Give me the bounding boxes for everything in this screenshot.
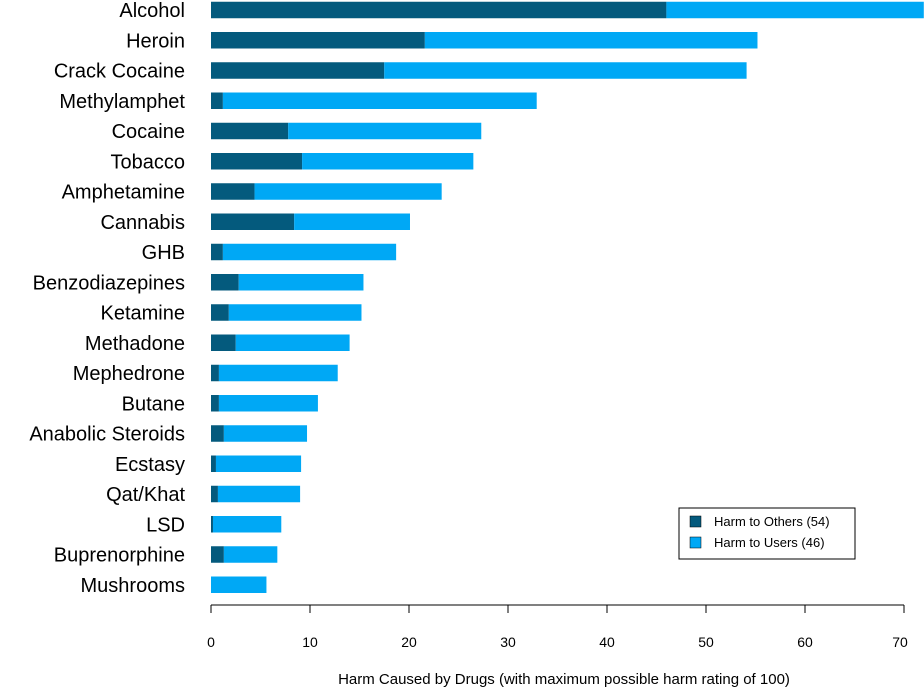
category-label-mushrooms: Mushrooms xyxy=(81,575,185,597)
bar-butane-users xyxy=(218,395,318,412)
bar-qat-khat-users xyxy=(217,485,301,503)
category-label-anabolic-steroids: Anabolic Steroids xyxy=(29,424,185,446)
x-tick-label-30: 30 xyxy=(500,634,516,650)
legend-box xyxy=(678,507,856,560)
bar-crack-cocaine-users xyxy=(384,62,747,79)
x-tick-label-60: 60 xyxy=(797,634,813,650)
bar-butane-others xyxy=(211,395,219,412)
bar-mephedrone-others xyxy=(211,364,219,382)
bar-ecstasy-others xyxy=(211,455,216,472)
x-tick-label-50: 50 xyxy=(698,634,714,650)
bar-benzodiazepines-others xyxy=(211,274,239,291)
x-tick-label-70: 70 xyxy=(892,634,908,650)
category-label-butane: Butane xyxy=(122,393,185,415)
bar-cannabis-users xyxy=(294,213,410,230)
legend-label-users: Harm to Users (46) xyxy=(714,535,825,550)
bar-methadone-users xyxy=(235,334,350,351)
bar-alcohol-others xyxy=(211,1,667,19)
category-label-lsd: LSD xyxy=(146,514,185,536)
bar-mushrooms-users xyxy=(211,576,267,593)
category-label-alcohol: Alcohol xyxy=(119,0,185,22)
bar-amphetamine-users xyxy=(254,183,442,200)
bar-buprenorphine-others xyxy=(211,546,224,563)
category-label-ghb: GHB xyxy=(142,242,185,264)
bar-tobacco-users xyxy=(302,153,474,170)
category-label-benzodiazepines: Benzodiazepines xyxy=(33,272,185,294)
legend-label-others: Harm to Others (54) xyxy=(714,514,830,529)
x-tick-label-40: 40 xyxy=(599,634,615,650)
category-label-cannabis: Cannabis xyxy=(100,212,185,234)
bar-crack-cocaine-others xyxy=(211,62,385,79)
bar-ecstasy-users xyxy=(215,455,302,472)
bar-benzodiazepines-users xyxy=(238,274,364,291)
bar-ghb-users xyxy=(222,243,397,261)
legend-swatch-users xyxy=(689,536,702,549)
bar-methylamphet-users xyxy=(222,92,537,109)
bar-tobacco-others xyxy=(211,153,303,170)
bar-ketamine-others xyxy=(211,304,229,321)
bar-buprenorphine-users xyxy=(223,546,278,563)
x-axis: 0 10 20 30 40 50 60 70 xyxy=(207,604,908,650)
bar-lsd-others xyxy=(211,516,213,533)
category-label-ketamine: Ketamine xyxy=(101,303,186,325)
bar-cocaine-users xyxy=(288,122,482,140)
bar-alcohol-users xyxy=(666,1,924,19)
bar-ghb-others xyxy=(211,243,223,261)
bar-cannabis-others xyxy=(211,213,295,230)
category-label-crack-cocaine: Crack Cocaine xyxy=(54,61,185,83)
x-axis-title: Harm Caused by Drugs (with maximum possi… xyxy=(338,671,790,688)
legend-swatch-others xyxy=(689,515,702,528)
category-label-amphetamine: Amphetamine xyxy=(62,182,185,204)
bar-anabolic-steroids-users xyxy=(223,425,308,442)
x-tick-label-0: 0 xyxy=(207,634,215,650)
category-label-tobacco: Tobacco xyxy=(111,151,186,173)
x-tick-label-10: 10 xyxy=(302,634,318,650)
bar-heroin-users xyxy=(424,32,758,49)
bar-cocaine-others xyxy=(211,122,289,140)
category-label-methylamphet: Methylamphet xyxy=(59,91,185,113)
bar-methadone-others xyxy=(211,334,236,351)
category-label-methadone: Methadone xyxy=(85,333,185,355)
category-label-qat-khat: Qat/Khat xyxy=(106,484,185,506)
category-label-heroin: Heroin xyxy=(126,30,185,52)
category-label-ecstasy: Ecstasy xyxy=(115,454,185,476)
legend: Harm to Others (54) Harm to Users (46) xyxy=(678,507,856,560)
category-label-mephedrone: Mephedrone xyxy=(73,363,185,385)
category-labels: Alcohol Heroin Crack Cocaine Methylamphet Co… xyxy=(29,0,185,597)
bar-anabolic-steroids-others xyxy=(211,425,224,442)
bar-qat-khat-others xyxy=(211,485,218,503)
category-label-buprenorphine: Buprenorphine xyxy=(54,545,185,567)
bars-group xyxy=(211,1,924,593)
category-label-cocaine: Cocaine xyxy=(112,121,185,143)
bar-ketamine-users xyxy=(228,304,362,321)
x-tick-label-20: 20 xyxy=(401,634,417,650)
bar-heroin-others xyxy=(211,32,425,49)
bar-mephedrone-users xyxy=(218,364,338,382)
bar-methylamphet-others xyxy=(211,92,223,109)
bar-amphetamine-others xyxy=(211,183,255,200)
bar-lsd-users xyxy=(212,516,282,533)
